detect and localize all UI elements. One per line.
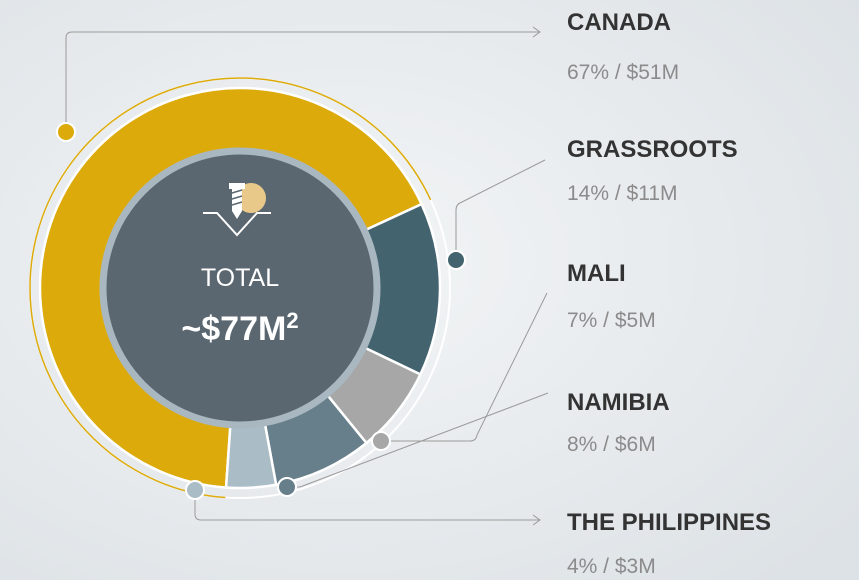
legend-value: 7% / $5M [567, 309, 656, 332]
legend-name: NAMIBIA [567, 389, 670, 416]
center-title: TOTAL [201, 264, 279, 292]
legend-name: MALI [567, 260, 626, 287]
legend-name: CANADA [567, 9, 671, 36]
outer-arc [29, 77, 432, 499]
legend-name: GRASSROOTS [567, 136, 738, 163]
legend-name: THE PHILIPPINES [567, 509, 771, 536]
center-note: 2 [286, 308, 298, 333]
legend: CANADA 67% / $51M GRASSROOTS 14% / $11M MALI… [567, 9, 771, 578]
center-value-text: ~$77M [181, 310, 286, 348]
connector-dots [56, 122, 466, 500]
center-value: ~$77M2 [181, 308, 298, 348]
legend-value: 8% / $6M [567, 433, 656, 456]
legend-value: 4% / $3M [567, 555, 656, 578]
legend-value: 67% / $51M [567, 61, 679, 84]
legend-value: 14% / $11M [567, 182, 678, 205]
connectors [65, 26, 549, 526]
center-disk [99, 147, 381, 429]
center-icon [203, 183, 271, 237]
